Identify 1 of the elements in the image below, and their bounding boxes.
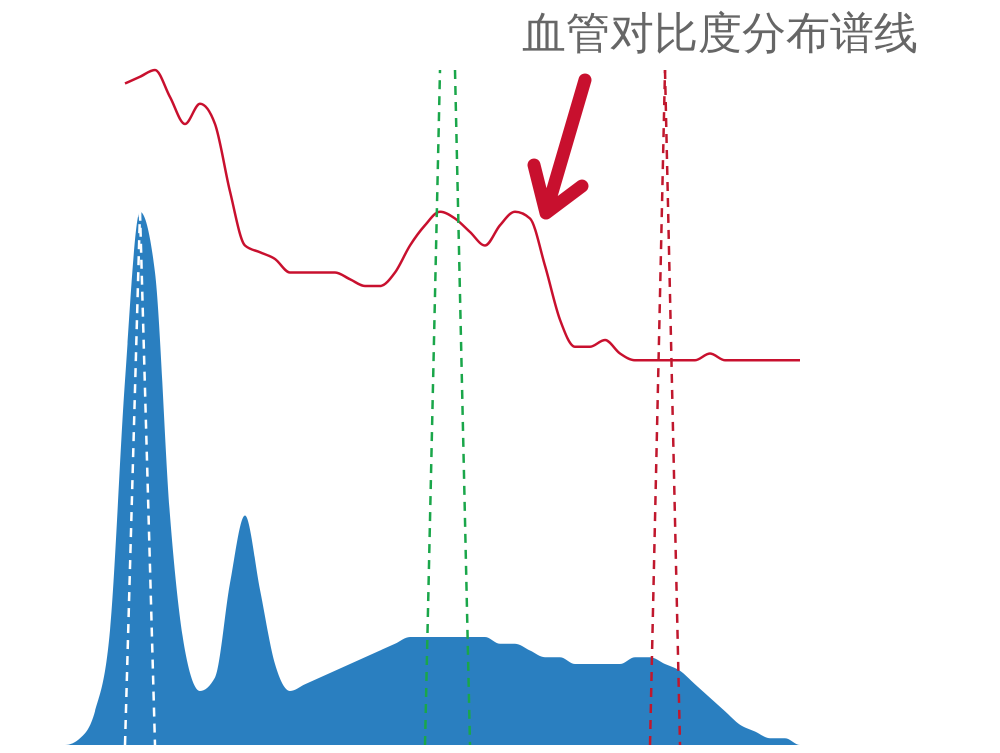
text: 血管对比度分布谱线 (522, 8, 918, 59)
